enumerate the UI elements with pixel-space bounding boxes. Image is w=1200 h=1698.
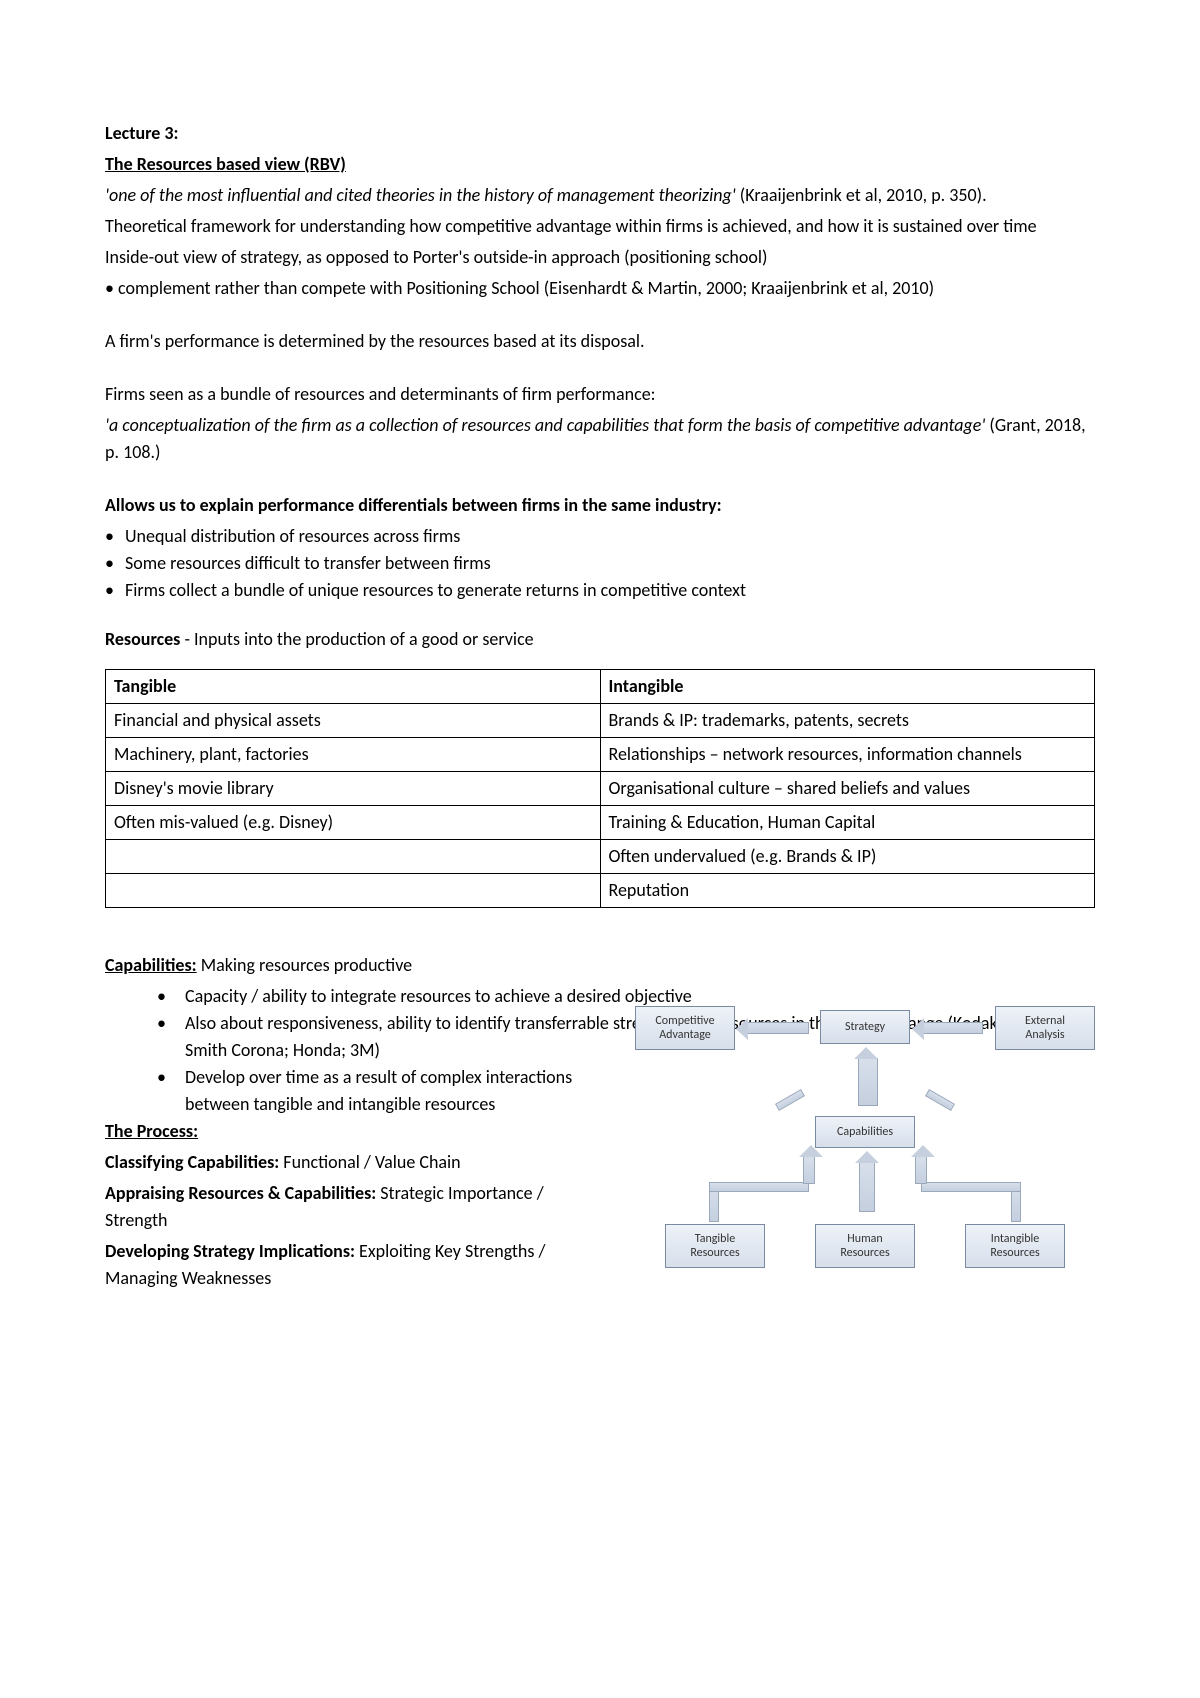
capabilities-subtitle: Making resources productive [197,954,412,976]
diagram-node-capabilities: Capabilities [815,1116,915,1148]
intro-p1: Theoretical framework for understanding … [105,213,1095,240]
diagram-node-tangible-resources: TangibleResources [665,1224,765,1268]
diagram-arrow [923,1022,983,1034]
intro-p5: Firms seen as a bundle of resources and … [105,381,1095,408]
diagram-arrow [859,1162,875,1212]
intro-quote-line: 'one of the most influential and cited t… [105,182,1095,209]
diagram-connector [775,1089,805,1111]
resources-desc: - Inputs into the production of a good o… [180,628,533,650]
page-title: The Resources based view (RBV) [105,151,1095,178]
table-row: Often undervalued (e.g. Brands & IP) [106,840,1095,874]
table-row: Often mis-valued (e.g. Disney)Training &… [106,806,1095,840]
lower-section: CompetitiveAdvantage Strategy ExternalAn… [105,952,1095,1292]
resources-table: Tangible Intangible Financial and physic… [105,669,1095,908]
diagram-arrow [803,1156,815,1184]
intro-p5-quote: 'a conceptualization of the firm as a co… [105,412,1095,466]
differentials-title: Allows us to explain performance differe… [105,492,1095,519]
table-cell: Reputation [600,874,1095,908]
diff-bullet-text: Unequal distribution of resources across… [125,523,1095,550]
grant-quote: 'a conceptualization of the firm as a co… [105,414,985,436]
table-header-row: Tangible Intangible [106,670,1095,704]
intro-p2: Inside-out view of strategy, as opposed … [105,244,1095,271]
cap-bullet: •Develop over time as a result of comple… [105,1064,605,1118]
table-cell: Disney's movie library [106,772,601,806]
table-cell: Financial and physical assets [106,704,601,738]
diagram-arrow [747,1022,809,1034]
diff-bullet: •Some resources difficult to transfer be… [105,550,1095,577]
diagram-connector [709,1182,809,1192]
intro-p3: • complement rather than compete with Po… [105,275,1095,302]
diagram-node-competitive-advantage: CompetitiveAdvantage [635,1006,735,1050]
cap-bullet-text: Develop over time as a result of complex… [185,1064,605,1118]
quote-text: 'one of the most influential and cited t… [105,184,736,206]
table-row: Disney's movie libraryOrganisational cul… [106,772,1095,806]
table-row: Reputation [106,874,1095,908]
process-row-label: Developing Strategy Implications: [105,1240,355,1262]
process-row-label: Appraising Resources & Capabilities: [105,1182,376,1204]
diagram-node-external-analysis: ExternalAnalysis [995,1006,1095,1050]
table-cell: Machinery, plant, factories [106,738,601,772]
table-cell: Organisational culture – shared beliefs … [600,772,1095,806]
resources-label: Resources [105,628,180,650]
diff-bullet-text: Some resources difficult to transfer bet… [125,550,1095,577]
quote-citation: (Kraaijenbrink et al, 2010, p. 350). [736,184,987,206]
process-row: Classifying Capabilities: Functional / V… [105,1149,595,1176]
process-row-text: Functional / Value Chain [279,1151,460,1173]
diagram-node-strategy: Strategy [820,1010,910,1044]
table-header: Intangible [600,670,1095,704]
diagram-node-intangible-resources: IntangibleResources [965,1224,1065,1268]
diagram-node-human-resources: HumanResources [815,1224,915,1268]
table-row: Financial and physical assetsBrands & IP… [106,704,1095,738]
table-cell: Training & Education, Human Capital [600,806,1095,840]
process-row: Appraising Resources & Capabilities: Str… [105,1180,595,1234]
table-cell: Often undervalued (e.g. Brands & IP) [600,840,1095,874]
process-row-label: Classifying Capabilities: [105,1151,279,1173]
table-cell [106,874,601,908]
diff-bullet: •Unequal distribution of resources acros… [105,523,1095,550]
rbv-diagram: CompetitiveAdvantage Strategy ExternalAn… [625,996,1105,1286]
diagram-arrow [858,1058,878,1106]
table-cell: Relationships – network resources, infor… [600,738,1095,772]
lecture-label: Lecture 3: [105,120,1095,147]
intro-p4: A firm's performance is determined by th… [105,328,1095,355]
table-cell: Brands & IP: trademarks, patents, secret… [600,704,1095,738]
capabilities-title: Capabilities: [105,954,197,976]
table-row: Machinery, plant, factoriesRelationships… [106,738,1095,772]
table-cell: Often mis-valued (e.g. Disney) [106,806,601,840]
resources-line: Resources - Inputs into the production o… [105,626,1095,653]
diagram-connector [925,1089,955,1111]
process-row: Developing Strategy Implications: Exploi… [105,1238,595,1292]
table-header: Tangible [106,670,601,704]
diagram-connector [921,1182,1021,1192]
diff-bullet: •Firms collect a bundle of unique resour… [105,577,1095,604]
diff-bullet-text: Firms collect a bundle of unique resourc… [125,577,1095,604]
capabilities-heading: Capabilities: Making resources productiv… [105,952,1095,979]
table-cell [106,840,601,874]
diagram-arrow [915,1156,927,1184]
